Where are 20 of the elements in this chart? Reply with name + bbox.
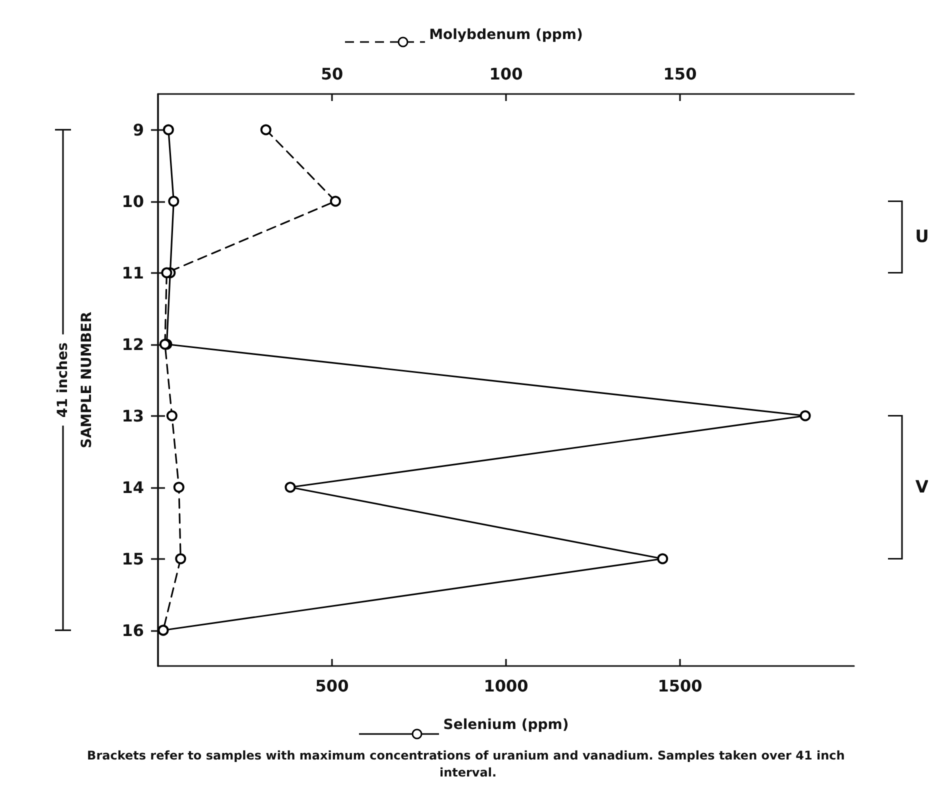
y-tick-label: 11 xyxy=(122,263,144,282)
text: 41 inches xyxy=(55,342,71,418)
y-tick-label: 13 xyxy=(122,406,144,426)
x2-axis-title: Molybdenum (ppm) xyxy=(429,27,583,43)
x-axis-title: Selenium (ppm) xyxy=(443,717,569,733)
text: Brackets refer to samples with maximum concentrations of uranium and vanadium. Samples taken over 41 inch interval. xyxy=(87,748,849,780)
y-tick-label: 12 xyxy=(122,334,144,354)
x2-tick-label: 150 xyxy=(663,64,697,84)
x-tick-label: 500 xyxy=(315,676,349,696)
y-tick-label: 9 xyxy=(132,120,144,140)
y-tick-label: 16 xyxy=(122,620,144,640)
y-tick-label: 10 xyxy=(122,192,144,211)
y-tick-label: 14 xyxy=(122,478,144,497)
text: U xyxy=(915,227,929,247)
x-tick-label: 1000 xyxy=(484,676,528,696)
x-tick-label: 1500 xyxy=(658,676,702,696)
y-tick-label: 15 xyxy=(122,549,144,568)
x2-tick-label: 100 xyxy=(489,64,523,84)
y-axis-title: SAMPLE NUMBER xyxy=(79,312,95,448)
x2-tick-label: 50 xyxy=(320,64,344,84)
